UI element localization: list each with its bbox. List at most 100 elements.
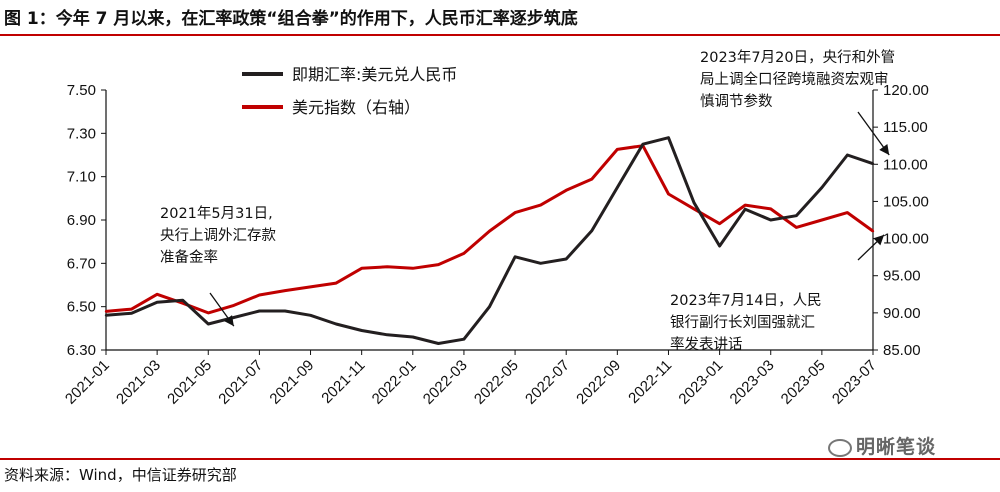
series-point: [667, 192, 670, 196]
series-point: [743, 207, 747, 211]
x-tick-label: 2021-09: [266, 357, 317, 408]
annotation-text: 2021年5月31日,: [160, 205, 273, 222]
series-point: [130, 307, 133, 311]
series-point: [360, 267, 363, 270]
series-point: [692, 207, 696, 211]
right-axis-ticks: 85.00 90.00 95.00 100.00 105.00 110.00 115.00 1…: [873, 82, 929, 359]
series-point: [309, 314, 312, 317]
title-rule: [0, 34, 1000, 36]
series-point: [513, 255, 517, 259]
series-point: [207, 322, 210, 326]
series-point: [820, 186, 824, 189]
series-point: [590, 177, 593, 181]
series-point: [181, 298, 184, 302]
left-axis-ticks: 6.30 6.50 6.70 6.90 7.10 7.30 7.50: [67, 82, 106, 359]
series-point: [769, 207, 772, 211]
series-point: [386, 333, 389, 337]
annotation-text: 局上调全口径跨境融资宏观审: [700, 70, 889, 88]
series-point: [258, 309, 261, 313]
series-point: [411, 335, 414, 339]
legend-label-dxy: 美元指数（右轴）: [292, 98, 420, 117]
series-point: [871, 162, 875, 165]
left-tick-label: 6.90: [67, 212, 96, 229]
watermark-text: 明晰笔谈: [856, 436, 937, 458]
series-point: [207, 311, 210, 315]
x-tick-label: 2022-01: [369, 357, 420, 408]
series-point: [155, 301, 159, 304]
series-point: [437, 342, 440, 345]
x-tick-label: 2023-07: [829, 357, 880, 408]
x-tick-label: 2022-09: [573, 357, 624, 408]
x-tick-label: 2022-05: [471, 357, 522, 408]
series-point: [871, 229, 875, 233]
series-point: [462, 252, 466, 255]
series-point: [155, 293, 159, 296]
series-point: [232, 316, 236, 319]
annotation-text: 慎调节参数: [700, 93, 773, 110]
series-point: [130, 311, 133, 315]
series-point: [718, 222, 721, 225]
series-point: [565, 189, 568, 192]
series-point: [539, 203, 542, 207]
series-point: [795, 226, 798, 229]
source-note: 资料来源：Wind，中信证券研究部: [4, 466, 237, 484]
x-tick-label: 2022-07: [522, 357, 573, 408]
series-point: [846, 153, 849, 157]
annotation-text: 率发表讲话: [670, 336, 743, 353]
series-point: [334, 322, 338, 326]
series-point: [590, 229, 593, 233]
series-point: [437, 263, 440, 266]
series-point: [104, 314, 108, 317]
series-point: [360, 329, 363, 332]
x-tick-label: 2023-05: [778, 357, 829, 408]
x-tick-label: 2021-05: [164, 357, 215, 408]
right-tick-label: 120.00: [883, 82, 929, 99]
series-point: [104, 310, 108, 313]
left-tick-label: 7.30: [67, 125, 96, 142]
page-title: 图 1：今年 7 月以来，在汇率政策“组合拳”的作用下，人民币汇率逐步筑底: [4, 9, 578, 29]
x-tick-label: 2022-11: [625, 357, 675, 407]
annotation-text: 央行上调外汇存款: [160, 227, 276, 244]
left-tick-label: 6.30: [67, 342, 96, 359]
series-point: [692, 201, 696, 204]
series-point: [641, 142, 645, 146]
legend: 即期汇率:美元兑人民币 美元指数（右轴）: [242, 65, 457, 117]
series-point: [411, 267, 414, 270]
series-point: [513, 211, 517, 214]
series-point: [769, 218, 772, 222]
series-group: [104, 136, 875, 345]
x-tick-label: 2021-11: [318, 357, 368, 407]
wechat-icon: [828, 438, 852, 457]
series-point: [488, 229, 491, 233]
right-tick-label: 105.00: [883, 193, 929, 210]
annotation-arrowhead: [879, 143, 890, 155]
series-point: [386, 265, 389, 268]
series-point: [309, 285, 312, 289]
source-rule: [0, 458, 1000, 460]
series-point: [795, 214, 798, 217]
right-tick-label: 90.00: [883, 305, 921, 322]
x-axis-ticks: 2021-01 2021-03 2021-05 2021-07 2021-09 2021-…: [62, 350, 880, 408]
annotation-arrowhead: [223, 315, 234, 327]
series-point: [846, 211, 849, 214]
left-tick-label: 6.70: [67, 255, 96, 272]
series-point: [539, 262, 542, 265]
left-tick-label: 7.50: [67, 82, 96, 99]
right-tick-label: 110.00: [883, 156, 928, 173]
series-point: [283, 289, 287, 292]
annotation-arrowhead: [873, 234, 885, 246]
legend-label-usdcny: 即期汇率:美元兑人民币: [292, 65, 457, 84]
x-tick-label: 2022-03: [420, 357, 471, 408]
annotation-text: 准备金率: [160, 249, 218, 266]
annotation-text: 2023年7月20日，央行和外管: [700, 49, 895, 66]
series-point: [667, 136, 670, 139]
right-tick-label: 115.00: [883, 119, 928, 136]
x-tick-label: 2021-01: [62, 357, 113, 408]
right-tick-label: 100.00: [883, 231, 929, 248]
series-point: [820, 218, 824, 222]
x-tick-label: 2023-01: [675, 357, 726, 408]
series-point: [334, 281, 338, 285]
right-tick-label: 95.00: [883, 268, 921, 285]
